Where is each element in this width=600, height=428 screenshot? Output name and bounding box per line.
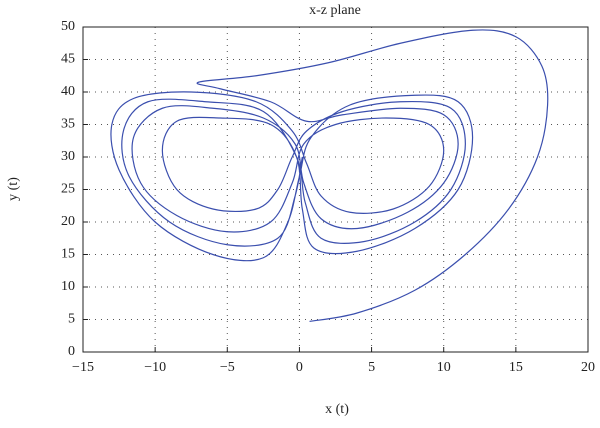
plot-frame bbox=[82, 26, 589, 353]
y-tick-label: 15 bbox=[61, 247, 75, 262]
y-tick-label: 5 bbox=[68, 312, 75, 327]
y-tick-label: 35 bbox=[61, 117, 75, 132]
y-tick-label: 30 bbox=[61, 149, 75, 164]
x-tick-label: −10 bbox=[144, 360, 166, 375]
x-tick-label: 20 bbox=[581, 360, 595, 375]
x-tick-label: 5 bbox=[368, 360, 375, 375]
y-tick-label: 45 bbox=[61, 52, 75, 67]
y-tick-label: 25 bbox=[61, 182, 75, 197]
y-tick-label: 50 bbox=[61, 19, 75, 34]
y-tick-label: 0 bbox=[68, 344, 75, 359]
x-axis-label: x (t) bbox=[325, 402, 349, 417]
chart-title: x-z plane bbox=[309, 3, 361, 18]
x-tick-label: −15 bbox=[72, 360, 94, 375]
trajectory bbox=[110, 29, 549, 323]
x-tick-label: 0 bbox=[296, 360, 303, 375]
y-tick-label: 10 bbox=[61, 279, 75, 294]
y-tick-label: 40 bbox=[61, 84, 75, 99]
y-axis-label: y (t) bbox=[6, 177, 21, 201]
x-tick-label: 10 bbox=[437, 360, 451, 375]
y-tick-label: 20 bbox=[61, 214, 75, 229]
x-tick-label: −5 bbox=[220, 360, 235, 375]
x-tick-label: 15 bbox=[509, 360, 523, 375]
